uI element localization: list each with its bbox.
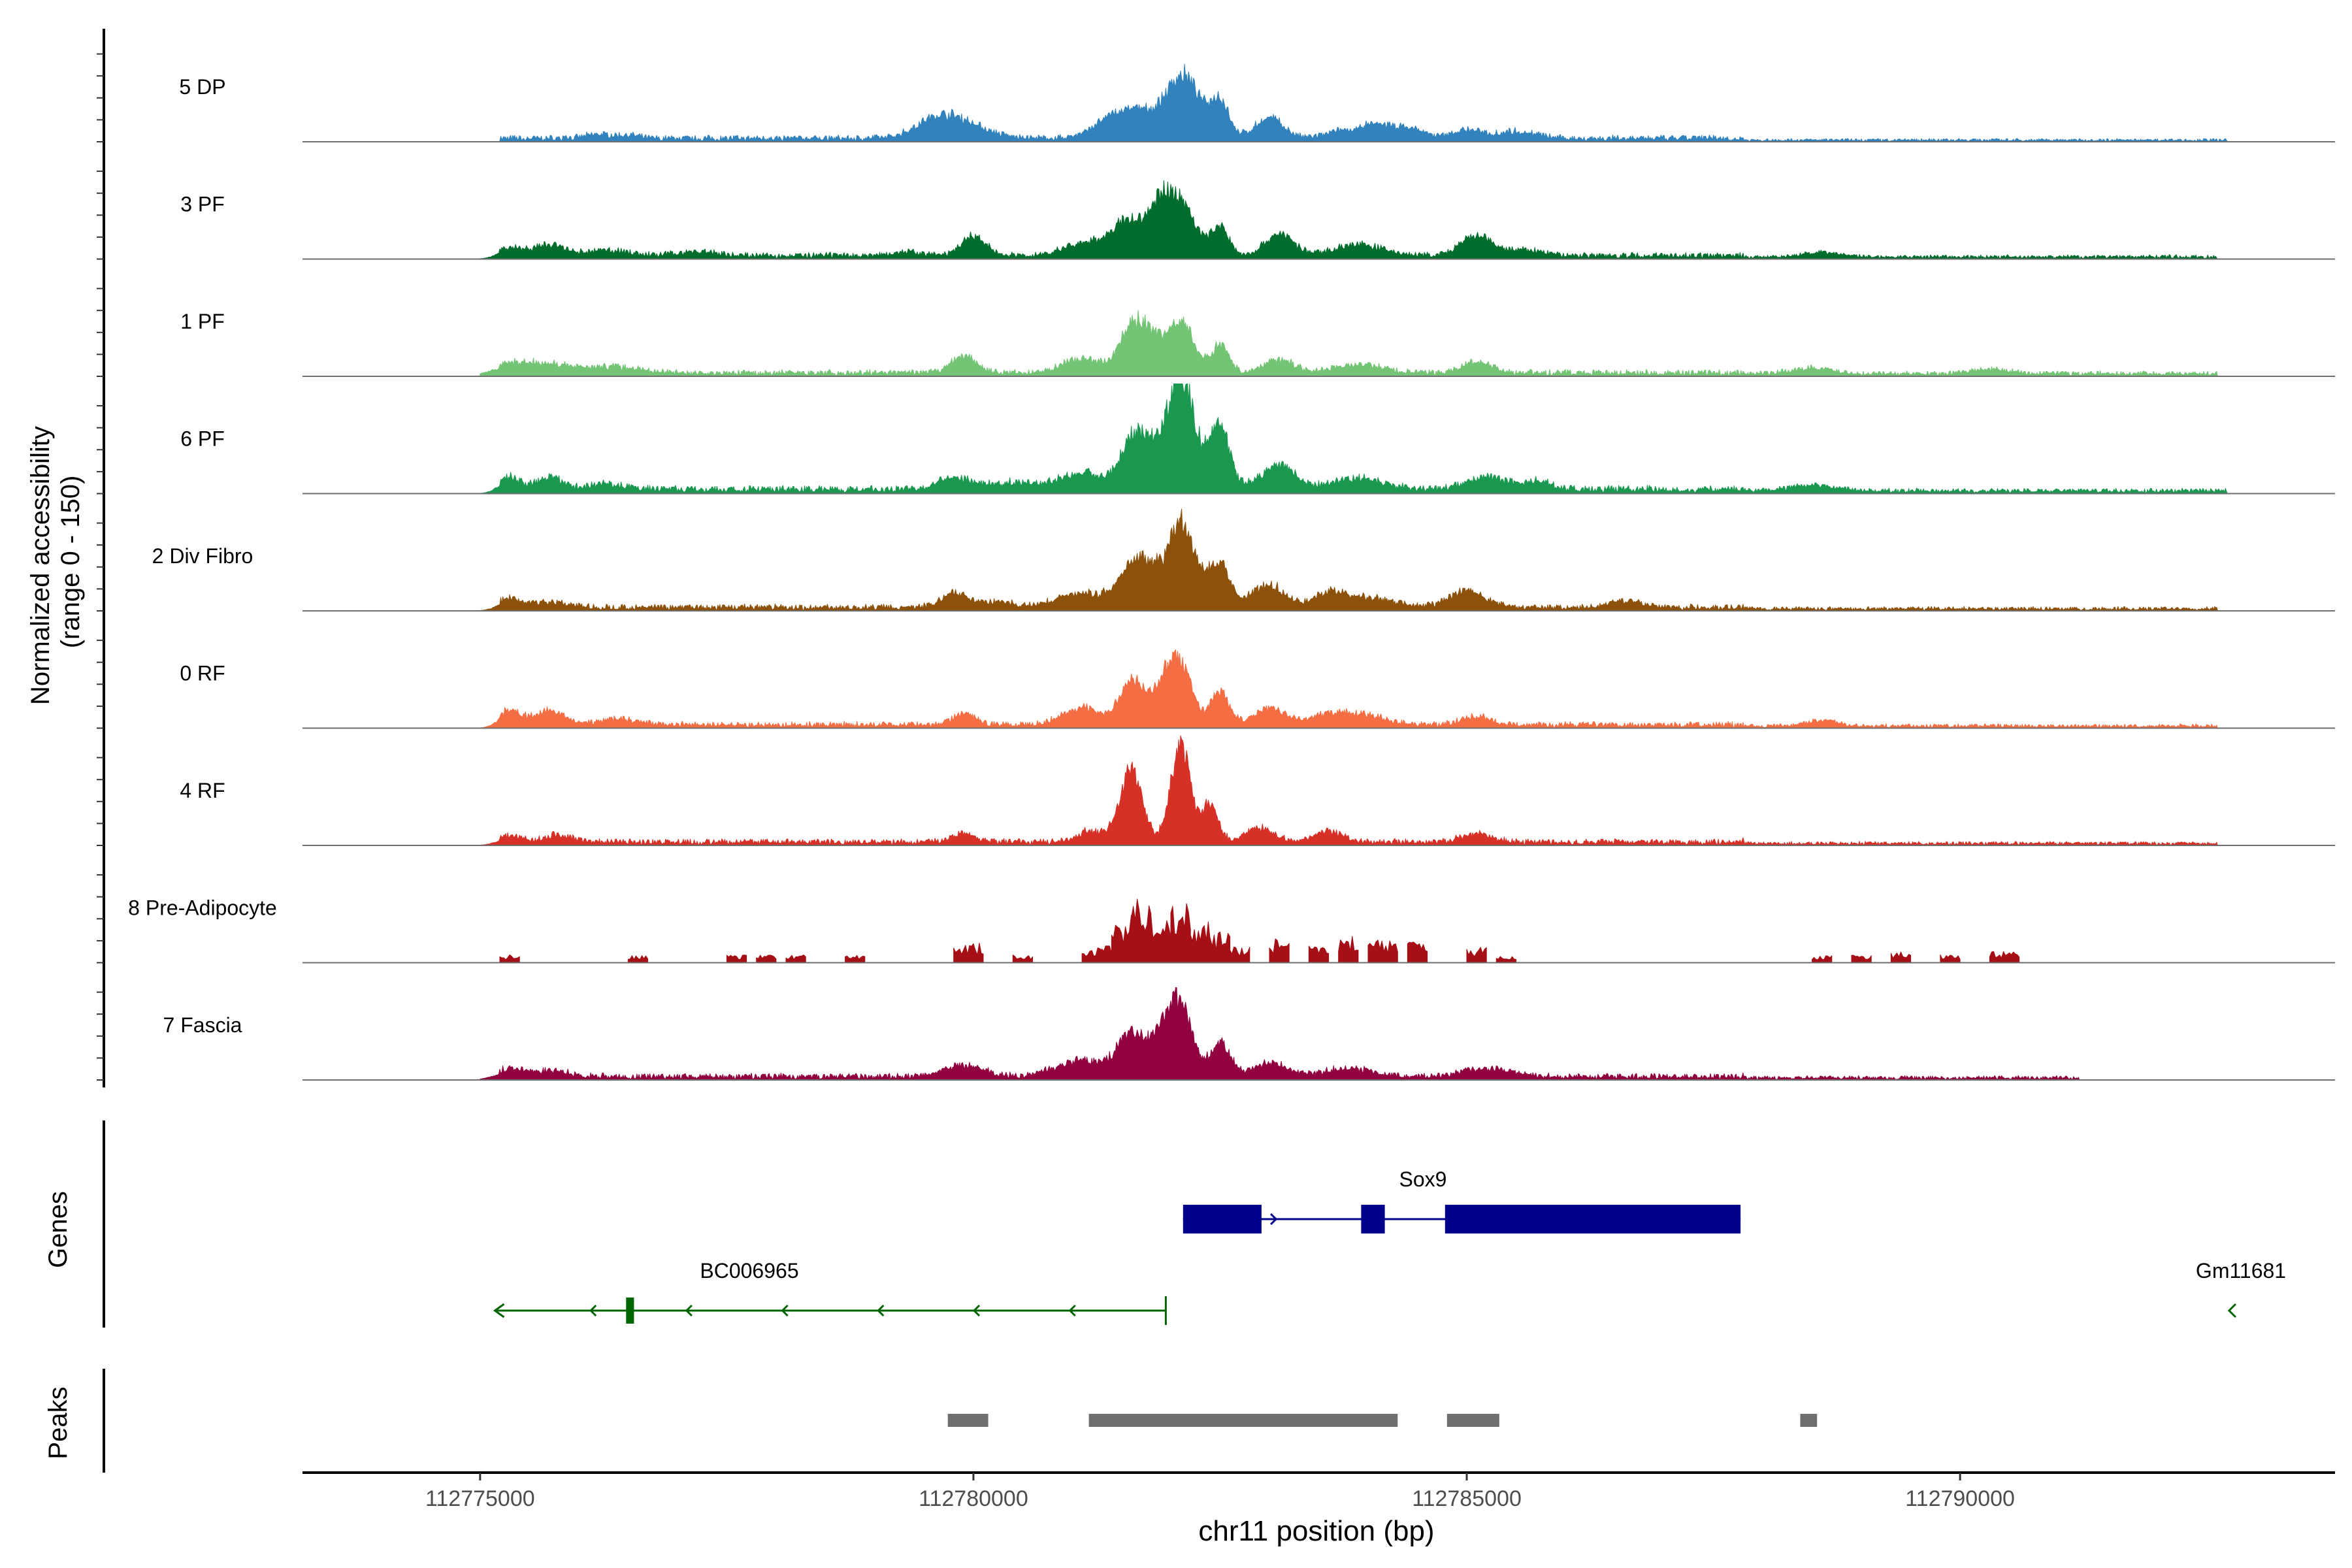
track-5-dp: 5 DP [179, 63, 2335, 142]
track-0-rf: 0 RF [180, 649, 2335, 729]
track-area-2-div-fibro [480, 508, 2257, 612]
gene-gm11681: Gm11681 [2196, 1259, 2286, 1318]
peak-region [1446, 1414, 1499, 1427]
track-2-div-fibro: 2 Div Fibro [152, 508, 2335, 612]
gene-exon [1183, 1205, 1262, 1233]
x-axis-title: chr11 position (bp) [1198, 1515, 1434, 1547]
strand-arrow [2227, 1303, 2236, 1318]
strand-arrow [589, 1304, 597, 1317]
track-label-4-rf: 4 RF [180, 779, 225, 802]
y-axis-title-line2: (range 0 - 150) [56, 476, 85, 649]
track-label-2-div-fibro: 2 Div Fibro [152, 544, 253, 568]
strand-arrow [1068, 1304, 1076, 1317]
track-8-pre-adipocyte: 8 Pre-Adipocyte [128, 896, 2335, 964]
peak-region [1088, 1414, 1398, 1427]
track-area-1-pf [480, 310, 2257, 377]
track-label-3-pf: 3 PF [180, 193, 225, 216]
x-tick-label: 112775000 [425, 1486, 535, 1511]
gene-exon [1445, 1205, 1741, 1233]
peaks-panel [103, 1369, 1818, 1473]
track-area-5-dp [480, 63, 2257, 142]
accessibility-axis [97, 29, 105, 1088]
track-area-3-pf [480, 180, 2257, 259]
y-axis-title-line1: Normalized accessibility [26, 426, 55, 705]
gene-bc006965: BC006965 [493, 1259, 1167, 1325]
track-area-6-pf [480, 384, 2257, 494]
x-axis: 112775000 112780000 112785000 112790000 [302, 1471, 2335, 1511]
track-3-pf: 3 PF [180, 180, 2335, 260]
track-area-0-rf [480, 649, 2257, 728]
gene-annotation-panel: Sox9 BC006965 Gm11681 [103, 1120, 2286, 1328]
coverage-tracks: 5 DP 3 PF 1 PF 6 PF 2 Div Fibro 0 RF 4 RF 8 Pre… [128, 63, 2335, 1081]
track-area-8-pre-adipocyte [499, 898, 2020, 963]
track-1-pf: 1 PF [180, 310, 2335, 377]
x-tick-label: 112790000 [1905, 1486, 2015, 1511]
strand-arrow [781, 1304, 789, 1317]
gene-exon [626, 1298, 634, 1324]
track-7-fascia: 7 Fascia [163, 987, 2335, 1081]
track-label-1-pf: 1 PF [180, 310, 225, 333]
track-4-rf: 4 RF [180, 735, 2335, 846]
strand-arrow [972, 1304, 981, 1317]
x-tick-label: 112780000 [919, 1486, 1028, 1511]
track-6-pf: 6 PF [180, 384, 2335, 495]
peaks-panel-label: Peaks [44, 1386, 73, 1459]
strand-arrow [1269, 1213, 1278, 1226]
track-area-7-fascia [480, 987, 2257, 1081]
gene-label-sox9: Sox9 [1399, 1168, 1447, 1191]
track-label-6-pf: 6 PF [180, 427, 225, 451]
x-tick-label: 112785000 [1412, 1486, 1522, 1511]
y-axis-title: Normalized accessibility (range 0 - 150) [26, 419, 85, 705]
track-label-0-rf: 0 RF [180, 662, 225, 685]
track-label-7-fascia: 7 Fascia [163, 1013, 242, 1037]
gene-label-gm11681: Gm11681 [2196, 1259, 2286, 1282]
peak-region [1800, 1414, 1818, 1427]
track-area-4-rf [480, 735, 2257, 846]
genes-panel-label: Genes [44, 1191, 73, 1268]
strand-arrow [685, 1304, 693, 1317]
peak-region [947, 1414, 988, 1427]
gene-label-bc006965: BC006965 [700, 1259, 798, 1282]
strand-arrow [493, 1303, 505, 1318]
track-label-5-dp: 5 DP [179, 75, 225, 99]
gene-sox9: Sox9 [1183, 1168, 1741, 1233]
strand-arrow [877, 1304, 885, 1317]
gene-exon [1361, 1205, 1385, 1233]
track-label-8-pre-adipocyte: 8 Pre-Adipocyte [128, 896, 277, 920]
